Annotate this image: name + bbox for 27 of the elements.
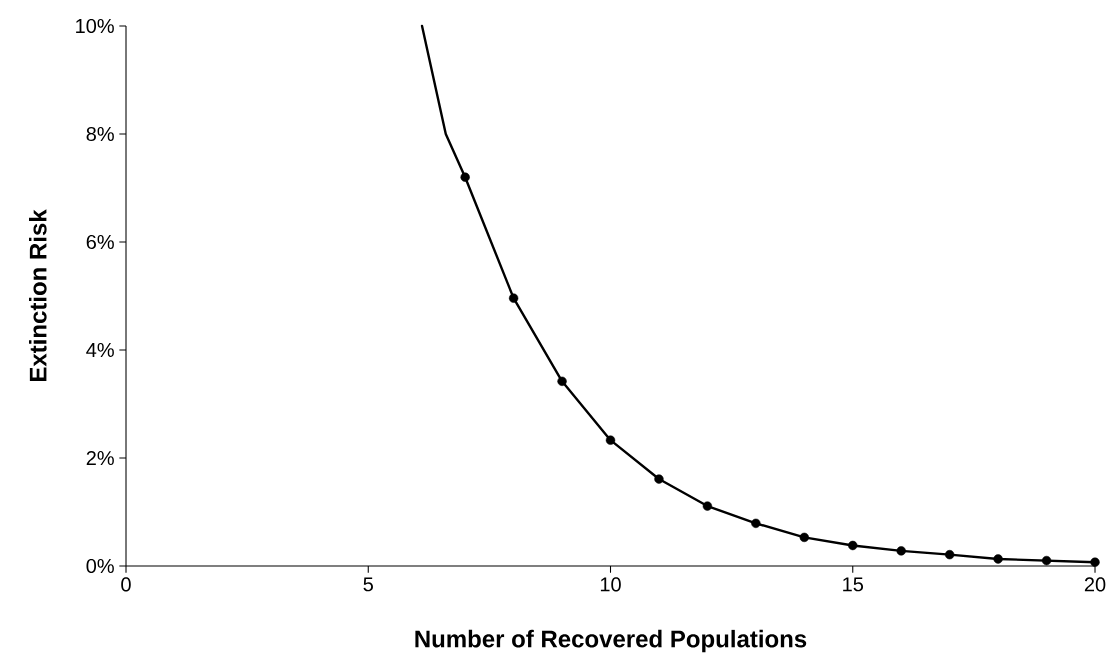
point xyxy=(751,518,761,529)
y-tick-label: 6% xyxy=(86,234,114,250)
x-tick-label: 10 xyxy=(600,577,621,592)
x-tick-label: 15 xyxy=(843,577,864,592)
point xyxy=(508,293,519,303)
y-tick-label: 8% xyxy=(86,126,114,142)
x-tick-label: 5 xyxy=(363,577,373,592)
point xyxy=(896,546,906,556)
y-tick-label: 2% xyxy=(86,450,114,466)
point xyxy=(993,554,1003,564)
x-axis-title: Number of Recovered Populations xyxy=(415,629,807,653)
y-tick-label: 10% xyxy=(76,18,114,34)
point xyxy=(460,172,470,182)
point xyxy=(605,435,616,445)
x-tick-label: 20 xyxy=(1084,577,1106,592)
point xyxy=(654,474,664,484)
point xyxy=(1090,557,1100,567)
point xyxy=(799,532,809,543)
point xyxy=(848,540,858,551)
y-axis-title: Extinction Risk xyxy=(29,209,47,382)
x-tick-label: 0 xyxy=(121,577,131,592)
point xyxy=(702,501,713,511)
point xyxy=(557,376,567,386)
point xyxy=(1041,555,1052,566)
y-tick-label: 4% xyxy=(86,343,114,357)
point xyxy=(944,549,955,560)
y-tick-label: 0% xyxy=(86,558,114,574)
